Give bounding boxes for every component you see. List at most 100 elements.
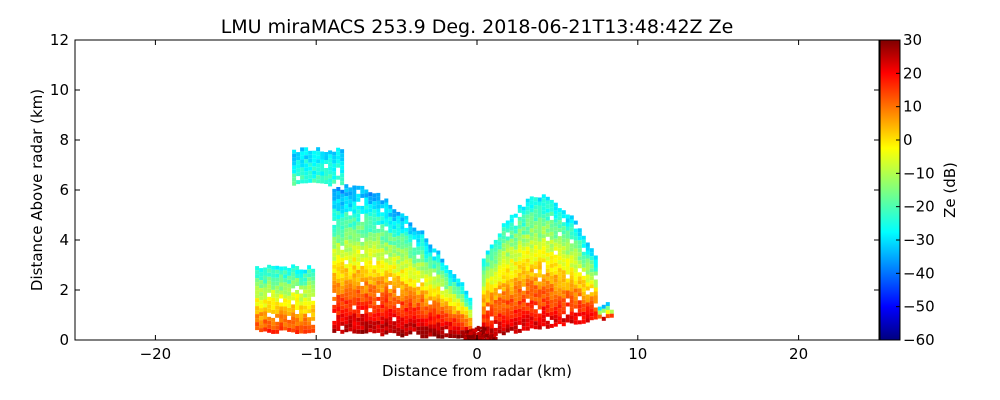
echo-cell [474, 329, 478, 332]
echo-cell [312, 166, 317, 171]
echo-cell [533, 309, 538, 314]
echo-cell [388, 320, 393, 325]
echo-cell [299, 321, 304, 326]
echo-cell [428, 324, 433, 329]
echo-cell [593, 267, 598, 272]
colorbar-tick-label: −30 [903, 231, 935, 249]
echo-cell [384, 282, 389, 287]
echo-cell [525, 294, 530, 299]
echo-cell [360, 189, 365, 194]
echo-cell [412, 259, 417, 264]
echo-cell [517, 308, 522, 313]
echo-cell [428, 280, 433, 285]
echo-cell [336, 283, 341, 287]
echo-cell [545, 248, 550, 253]
echo-cell [436, 322, 441, 327]
echo-cell [352, 317, 357, 322]
echo-cell [444, 297, 449, 302]
echo-cell [368, 220, 373, 225]
echo-cell [448, 270, 453, 274]
echo-cell [533, 249, 538, 254]
echo-cell [432, 312, 437, 317]
echo-cell [340, 285, 345, 290]
echo-cell [388, 316, 393, 321]
echo-cell [408, 222, 413, 227]
echo-cell [303, 273, 308, 278]
echo-cell [460, 282, 465, 287]
echo-cell [332, 264, 337, 269]
echo-cell [376, 248, 381, 253]
echo-cell [340, 177, 345, 182]
echo-cell [296, 160, 301, 165]
echo-cell [396, 223, 401, 228]
echo-cell [344, 240, 349, 245]
echo-cell [372, 301, 377, 306]
echo-cell [436, 286, 441, 291]
echo-cell [384, 314, 389, 319]
echo-cell [316, 175, 321, 180]
echo-cell [404, 331, 409, 336]
echo-cell [509, 242, 514, 247]
echo-cell [303, 289, 308, 294]
echo-cell [388, 240, 393, 245]
echo-cell [344, 304, 349, 309]
echo-cell [376, 296, 381, 301]
echo-cell [561, 254, 566, 259]
echo-cell [332, 296, 337, 301]
echo-cell [537, 321, 542, 326]
echo-cell [292, 173, 297, 178]
echo-cell [291, 292, 296, 297]
echo-cell [259, 296, 264, 301]
echo-cell [577, 312, 582, 317]
echo-cell [444, 265, 449, 270]
echo-cell [332, 308, 337, 313]
echo-cell [295, 294, 300, 298]
echo-cell [267, 264, 272, 269]
echo-cell [561, 246, 566, 251]
echo-cell [448, 322, 453, 326]
echo-cell [372, 193, 377, 198]
echo-cell [553, 214, 558, 219]
echo-cell [380, 288, 385, 293]
echo-cell [432, 260, 437, 265]
echo-cell [557, 308, 562, 313]
echo-cell [545, 256, 550, 261]
echo-cell [368, 264, 373, 269]
echo-cell [505, 268, 510, 273]
echo-cell [529, 324, 534, 329]
echo-cell [336, 295, 341, 299]
echo-cell [581, 255, 586, 260]
echo-cell [364, 209, 369, 214]
echo-cell [561, 210, 566, 215]
echo-cell [440, 334, 445, 339]
echo-cell [428, 244, 433, 249]
echo-cell [299, 285, 304, 290]
echo-cell [553, 254, 558, 259]
echo-cell [569, 275, 574, 280]
echo-cell [509, 218, 514, 223]
echo-cell [412, 287, 417, 292]
echo-cell [444, 305, 449, 310]
echo-cell [493, 271, 498, 276]
echo-cell [368, 300, 373, 305]
echo-cell [348, 327, 353, 332]
echo-cell [416, 266, 421, 271]
echo-cell [396, 247, 401, 252]
echo-cell [513, 265, 518, 270]
colorbar [879, 39, 901, 341]
echo-cell [356, 233, 361, 238]
echo-cell [489, 284, 494, 289]
echo-cell [384, 250, 389, 255]
echo-cell [513, 289, 518, 294]
echo-cell [340, 277, 345, 282]
echo-cell [352, 213, 357, 218]
echo-cell [593, 311, 598, 316]
echo-cell [489, 244, 494, 249]
echo-cell [525, 282, 530, 287]
echo-cell [420, 238, 425, 243]
echo-cell [364, 249, 369, 254]
echo-cell [360, 225, 365, 230]
echo-cell [573, 284, 578, 289]
echo-cell [493, 299, 498, 304]
echo-cell [352, 257, 357, 262]
